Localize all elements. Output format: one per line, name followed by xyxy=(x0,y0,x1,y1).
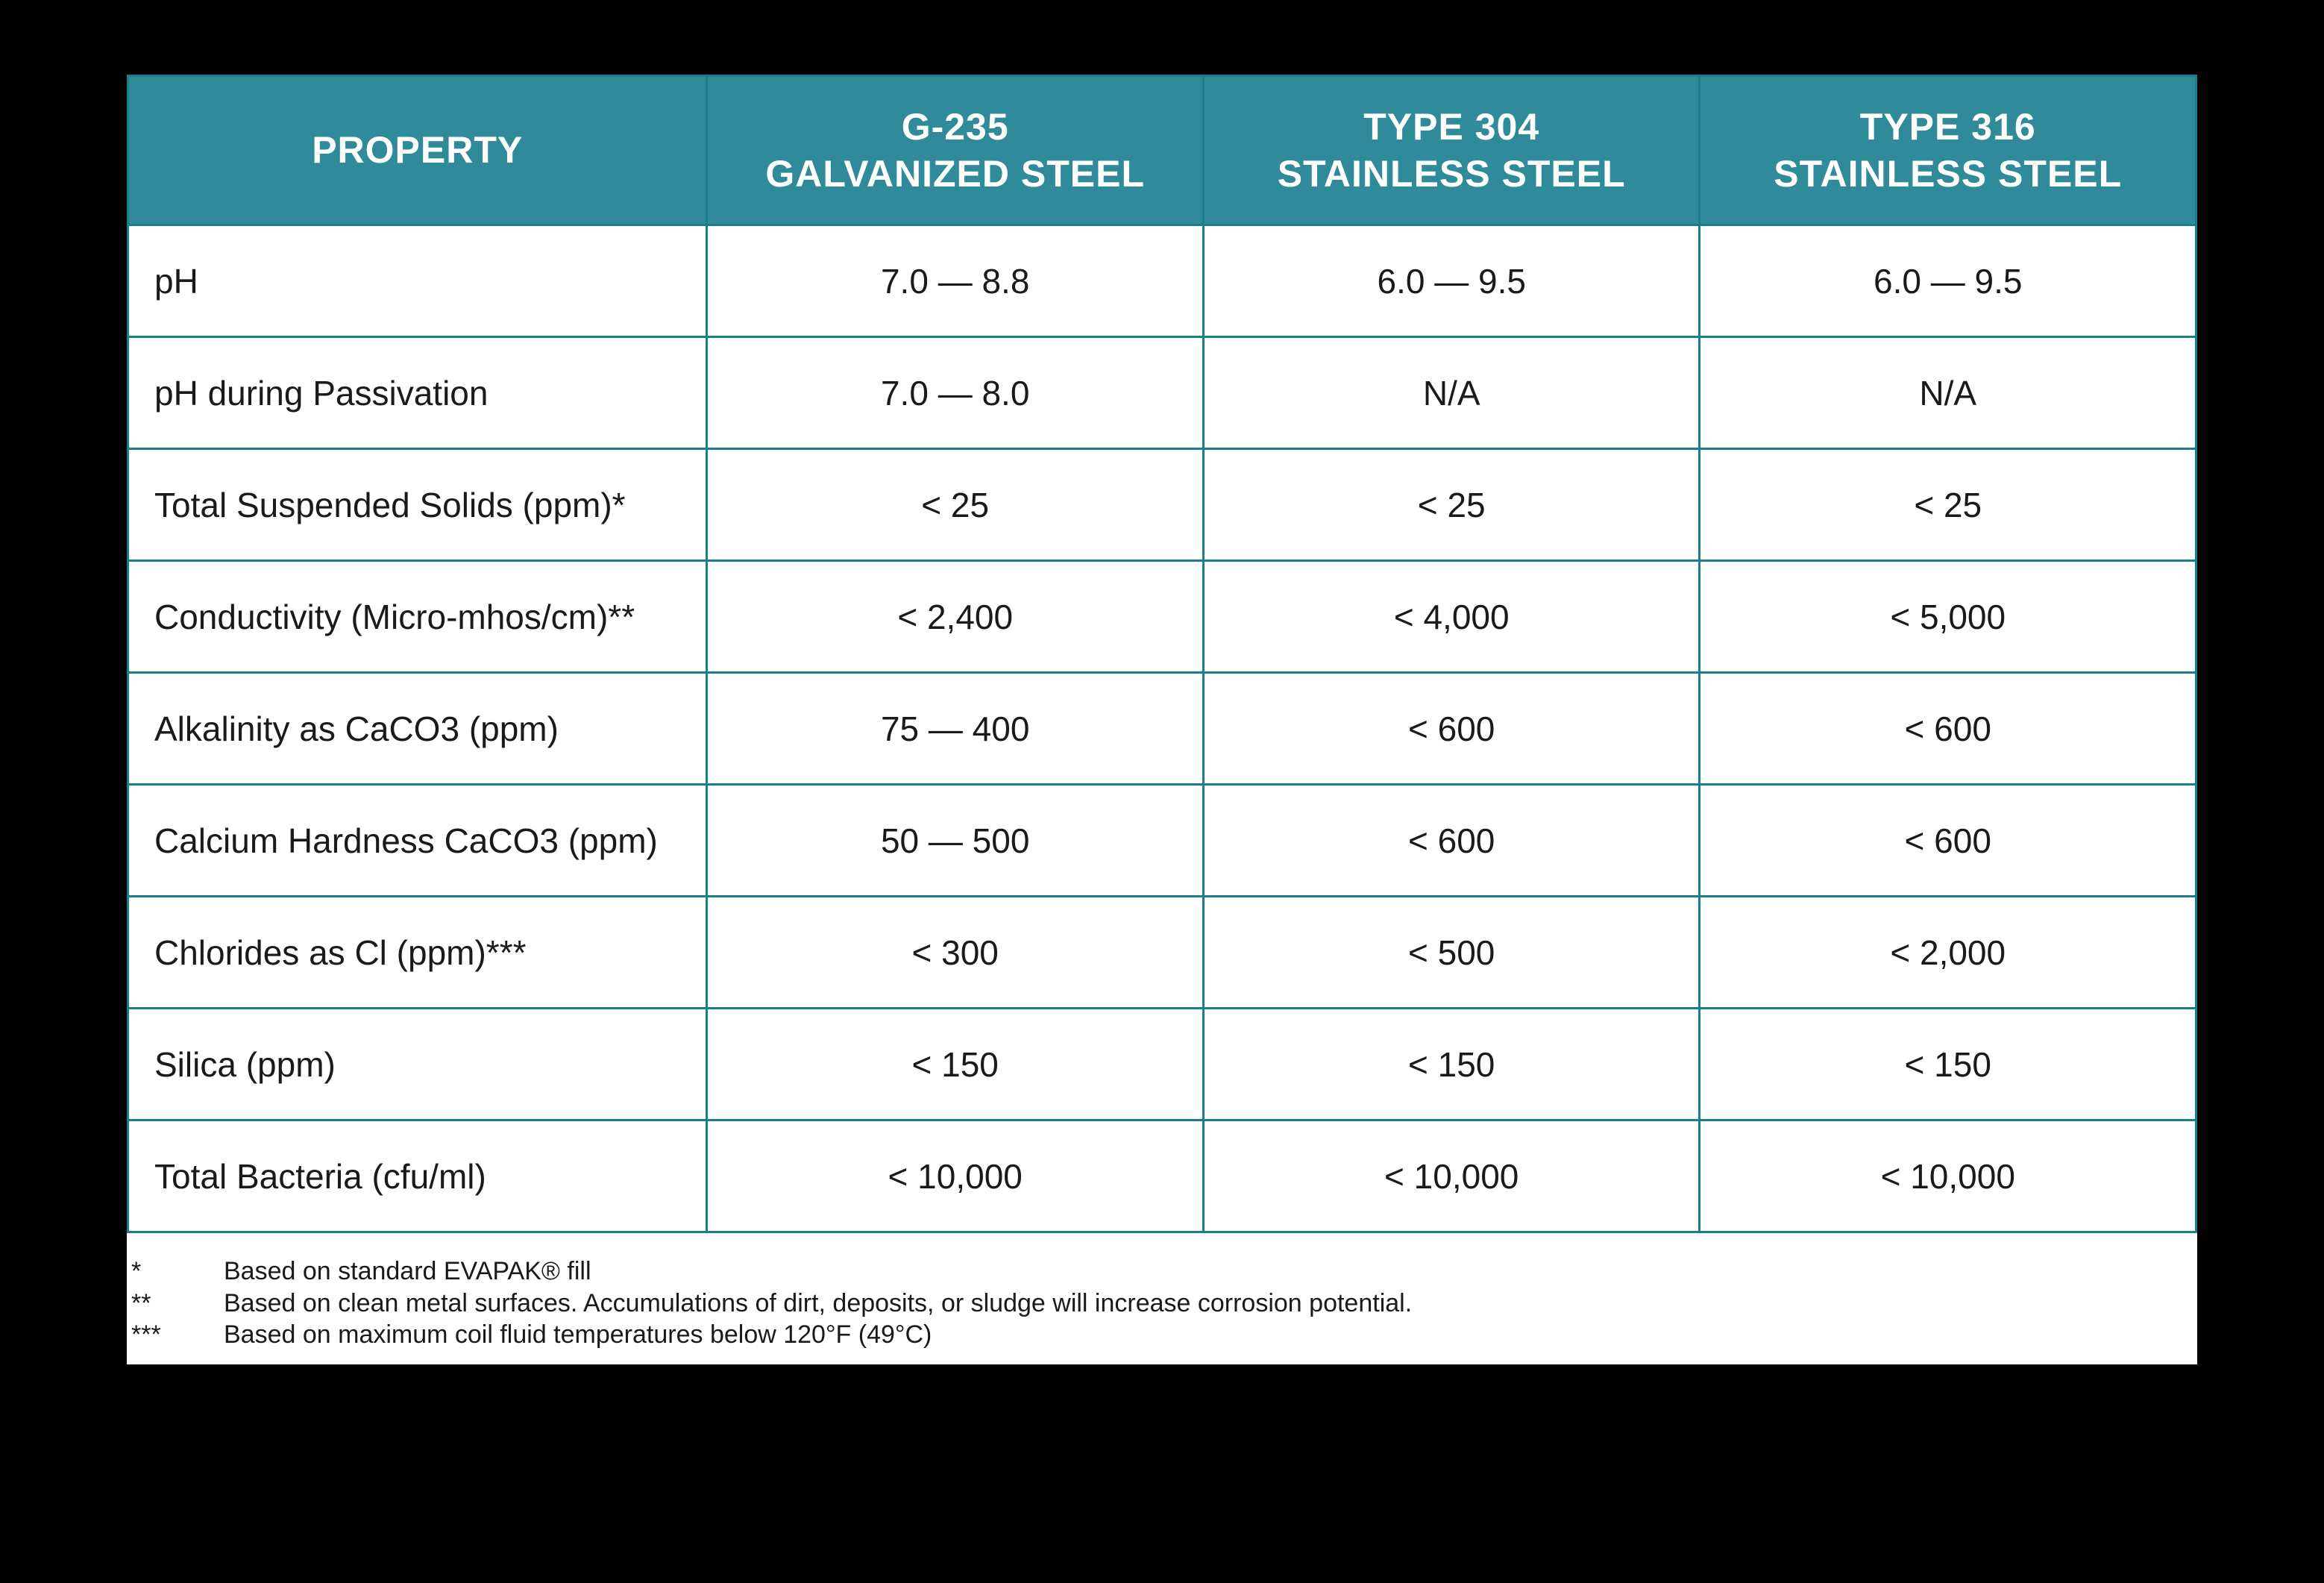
table-header-row: PROPERTY G-235 GALVANIZED STEEL TYPE 304… xyxy=(128,76,2196,225)
col-header-text: GALVANIZED STEEL xyxy=(723,151,1187,198)
footnote-text: Based on clean metal surfaces. Accumulat… xyxy=(224,1288,2197,1320)
col-header-text: PROPERTY xyxy=(144,127,691,174)
cell-t316: < 600 xyxy=(1700,673,2196,785)
cell-property: pH xyxy=(128,225,707,337)
cell-t304: 6.0 — 9.5 xyxy=(1203,225,1700,337)
footnote-row: *Based on standard EVAPAK® fill xyxy=(127,1256,2197,1288)
cell-t304: < 600 xyxy=(1203,673,1700,785)
cell-g235: 75 — 400 xyxy=(707,673,1204,785)
cell-property: Chlorides as Cl (ppm)*** xyxy=(128,897,707,1009)
cell-g235: < 2,400 xyxy=(707,561,1204,673)
cell-g235: < 10,000 xyxy=(707,1120,1204,1232)
cell-t316: < 5,000 xyxy=(1700,561,2196,673)
cell-t316: 6.0 — 9.5 xyxy=(1700,225,2196,337)
footnote-mark: *** xyxy=(127,1319,224,1351)
table-row: pH during Passivation7.0 — 8.0N/AN/A xyxy=(128,337,2196,449)
cell-t304: < 600 xyxy=(1203,785,1700,897)
footnote-text: Based on standard EVAPAK® fill xyxy=(224,1256,2197,1288)
table-row: Calcium Hardness CaCO3 (ppm)50 — 500< 60… xyxy=(128,785,2196,897)
footnote-mark: * xyxy=(127,1256,224,1288)
cell-t304: < 25 xyxy=(1203,449,1700,561)
cell-t316: < 600 xyxy=(1700,785,2196,897)
cell-g235: 7.0 — 8.8 xyxy=(707,225,1204,337)
col-header-g235: G-235 GALVANIZED STEEL xyxy=(707,76,1204,225)
cell-property: Alkalinity as CaCO3 (ppm) xyxy=(128,673,707,785)
cell-property: Total Suspended Solids (ppm)* xyxy=(128,449,707,561)
footnote-mark: ** xyxy=(127,1288,224,1320)
cell-property: Calcium Hardness CaCO3 (ppm) xyxy=(128,785,707,897)
col-header-property: PROPERTY xyxy=(128,76,707,225)
cell-t316: < 150 xyxy=(1700,1009,2196,1120)
col-header-text: G-235 xyxy=(723,104,1187,151)
cell-g235: < 300 xyxy=(707,897,1204,1009)
cell-property: pH during Passivation xyxy=(128,337,707,449)
table-body: pH7.0 — 8.86.0 — 9.56.0 — 9.5pH during P… xyxy=(128,225,2196,1232)
content-sheet: PROPERTY G-235 GALVANIZED STEEL TYPE 304… xyxy=(127,75,2197,1364)
cell-g235: 50 — 500 xyxy=(707,785,1204,897)
cell-t316: < 2,000 xyxy=(1700,897,2196,1009)
cell-g235: < 25 xyxy=(707,449,1204,561)
table-row: Total Suspended Solids (ppm)*< 25< 25< 2… xyxy=(128,449,2196,561)
table-row: Alkalinity as CaCO3 (ppm)75 — 400< 600< … xyxy=(128,673,2196,785)
table-row: Chlorides as Cl (ppm)***< 300< 500< 2,00… xyxy=(128,897,2196,1009)
cell-t316: < 25 xyxy=(1700,449,2196,561)
cell-t304: < 4,000 xyxy=(1203,561,1700,673)
material-properties-table: PROPERTY G-235 GALVANIZED STEEL TYPE 304… xyxy=(127,75,2197,1233)
footnote-row: ***Based on maximum coil fluid temperatu… xyxy=(127,1319,2197,1351)
cell-t304: < 150 xyxy=(1203,1009,1700,1120)
cell-property: Silica (ppm) xyxy=(128,1009,707,1120)
col-header-type316: TYPE 316 STAINLESS STEEL xyxy=(1700,76,2196,225)
table-header: PROPERTY G-235 GALVANIZED STEEL TYPE 304… xyxy=(128,76,2196,225)
cell-g235: 7.0 — 8.0 xyxy=(707,337,1204,449)
col-header-text: TYPE 304 xyxy=(1219,104,1684,151)
table-row: Conductivity (Micro-mhos/cm)**< 2,400< 4… xyxy=(128,561,2196,673)
cell-property: Conductivity (Micro-mhos/cm)** xyxy=(128,561,707,673)
col-header-text: STAINLESS STEEL xyxy=(1219,151,1684,198)
col-header-type304: TYPE 304 STAINLESS STEEL xyxy=(1203,76,1700,225)
footnote-row: **Based on clean metal surfaces. Accumul… xyxy=(127,1288,2197,1320)
cell-t304: N/A xyxy=(1203,337,1700,449)
cell-t316: N/A xyxy=(1700,337,2196,449)
table-row: Total Bacteria (cfu/ml)< 10,000< 10,000<… xyxy=(128,1120,2196,1232)
cell-property: Total Bacteria (cfu/ml) xyxy=(128,1120,707,1232)
footnotes: *Based on standard EVAPAK® fill**Based o… xyxy=(127,1233,2197,1364)
col-header-text: TYPE 316 xyxy=(1715,104,2180,151)
cell-t304: < 10,000 xyxy=(1203,1120,1700,1232)
table-row: pH7.0 — 8.86.0 — 9.56.0 — 9.5 xyxy=(128,225,2196,337)
cell-t316: < 10,000 xyxy=(1700,1120,2196,1232)
table-row: Silica (ppm)< 150< 150< 150 xyxy=(128,1009,2196,1120)
col-header-text: STAINLESS STEEL xyxy=(1715,151,2180,198)
footnote-text: Based on maximum coil fluid temperatures… xyxy=(224,1319,2197,1351)
cell-g235: < 150 xyxy=(707,1009,1204,1120)
cell-t304: < 500 xyxy=(1203,897,1700,1009)
